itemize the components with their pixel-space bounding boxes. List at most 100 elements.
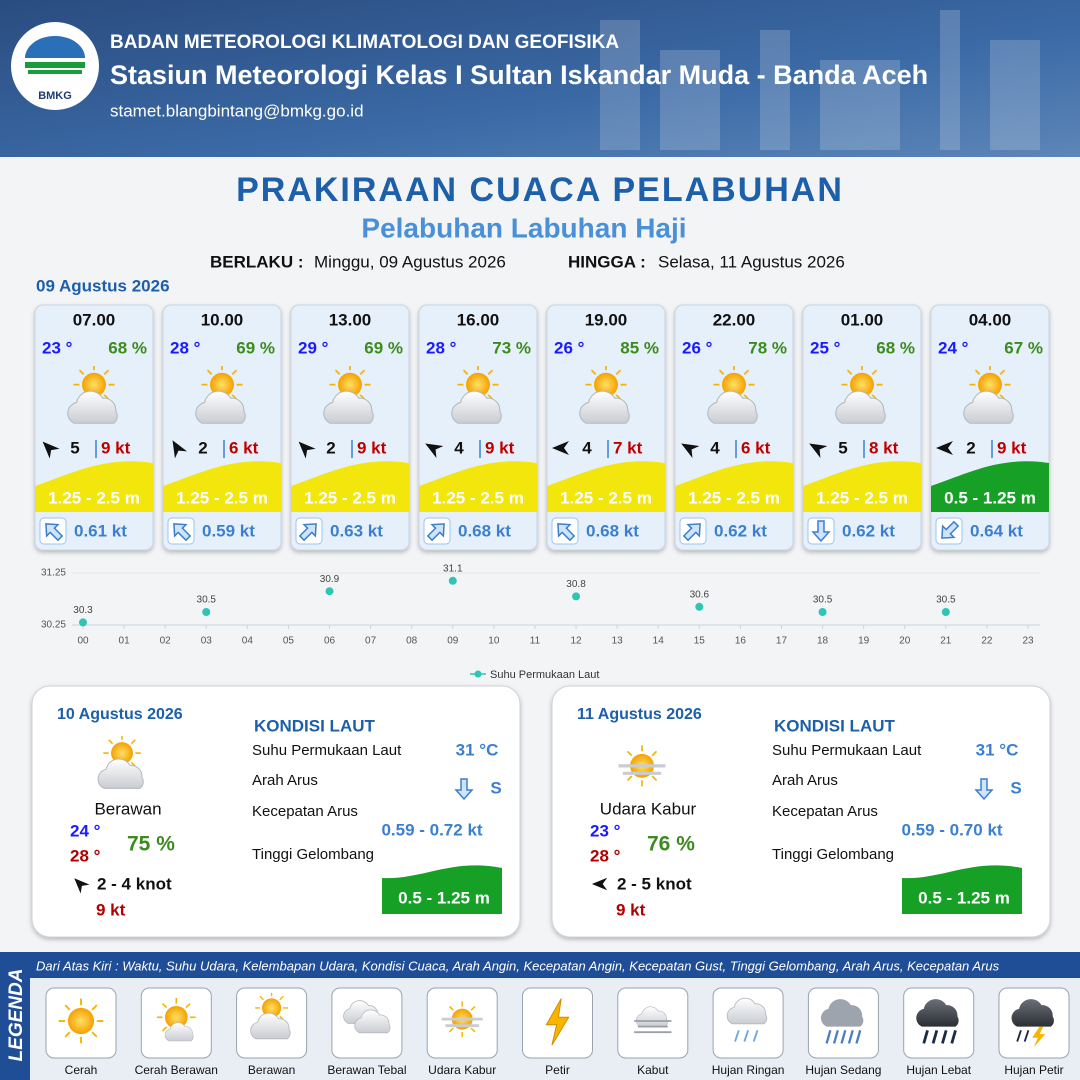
wind-range: 2 - 4 knot <box>97 874 172 893</box>
time: 04.00 <box>969 310 1012 329</box>
sea-label: Arah Arus <box>772 772 838 789</box>
sea-label: Tinggi Gelombang <box>252 846 374 863</box>
humidity: 69 % <box>236 338 275 357</box>
wind-speed: 2 <box>966 438 975 457</box>
valid-from-label: BERLAKU : <box>210 252 304 271</box>
point <box>79 618 87 627</box>
valid-from: Minggu, 09 Agustus 2026 <box>314 252 506 271</box>
header-decoration <box>600 10 1040 150</box>
air-temp: 25 ° <box>810 338 841 357</box>
wave-area <box>419 461 537 512</box>
current-speed: 0.59 - 0.70 kt <box>901 820 1002 839</box>
point <box>941 608 950 616</box>
current-speed: 0.68 kt <box>586 521 639 540</box>
day-date: 11 Agustus 2026 <box>577 706 702 723</box>
data-label: 31.1 <box>443 563 463 574</box>
wave-area <box>902 865 1022 914</box>
current-speed: 0.63 kt <box>330 521 383 540</box>
temp-min: 23 ° <box>590 821 621 840</box>
data-label: 30.5 <box>813 595 833 606</box>
legend-marker <box>474 670 482 678</box>
gust: 9 kt <box>616 900 646 919</box>
wave-area <box>675 461 793 512</box>
humidity: 67 % <box>1004 338 1043 357</box>
humidity: 85 % <box>620 338 659 357</box>
data-label: 30.5 <box>936 595 956 606</box>
temp-max: 28 ° <box>590 846 621 865</box>
current-arrow <box>454 778 474 801</box>
sea-label: Tinggi Gelombang <box>772 846 894 863</box>
direction-arrow <box>172 440 188 459</box>
time: 01.00 <box>841 310 884 329</box>
x-tick-label: 19 <box>858 636 870 647</box>
air-temp: 24 ° <box>938 338 969 357</box>
current-speed: 0.64 kt <box>970 521 1023 540</box>
wave-height: 1.25 - 2.5 m <box>176 488 268 507</box>
wave-area <box>931 461 1049 512</box>
y-tick-label: 30.25 <box>41 620 66 631</box>
gust: 9 kt <box>485 438 515 457</box>
wind-speed: 5 <box>70 438 79 457</box>
x-tick-label: 22 <box>981 636 993 647</box>
wave-area <box>803 461 921 512</box>
x-tick-label: 13 <box>612 636 624 647</box>
x-tick-label: 08 <box>406 636 418 647</box>
current-arrow <box>811 520 831 543</box>
header-banner <box>0 0 1080 157</box>
x-tick-label: 09 <box>447 636 459 647</box>
sea-title: KONDISI LAUT <box>254 716 376 735</box>
wave-height: 1.25 - 2.5 m <box>48 488 140 507</box>
legend-item-label: Berawan <box>248 1063 295 1077</box>
current-dir: S <box>1010 778 1021 797</box>
x-tick-label: 21 <box>940 636 952 647</box>
x-tick-label: 11 <box>530 636 541 647</box>
day-card <box>31 685 521 938</box>
x-tick-label: 10 <box>488 636 500 647</box>
humidity: 78 % <box>748 338 787 357</box>
direction-arrow <box>681 443 700 459</box>
data-label: 30.5 <box>197 595 217 606</box>
x-tick-label: 05 <box>283 636 295 647</box>
gust: 9 kt <box>96 900 126 919</box>
legend-item-label: Berawan Tebal <box>327 1063 406 1077</box>
x-tick-label: 23 <box>1022 636 1034 647</box>
wave-height: 1.25 - 2.5 m <box>816 488 908 507</box>
x-tick-label: 20 <box>899 636 911 647</box>
legend-item-label: Petir <box>545 1063 570 1077</box>
wave-area <box>382 865 502 914</box>
air-temp: 23 ° <box>42 338 73 357</box>
x-tick-label: 00 <box>77 636 89 647</box>
wave-area <box>163 461 281 512</box>
gust: 9 kt <box>997 438 1027 457</box>
x-tick-label: 15 <box>694 636 706 647</box>
time: 07.00 <box>73 310 116 329</box>
legend-label: Suhu Permukaan Laut <box>490 669 599 681</box>
current-arrow <box>974 778 994 801</box>
air-temp: 26 ° <box>682 338 713 357</box>
day-card <box>551 685 1051 938</box>
direction-arrow <box>552 441 569 455</box>
x-tick-label: 18 <box>817 636 829 647</box>
x-tick-label: 16 <box>735 636 747 647</box>
point <box>325 587 334 596</box>
x-tick-label: 12 <box>570 636 582 647</box>
x-tick-label: 17 <box>776 636 788 647</box>
current-arrow <box>557 523 576 542</box>
point <box>448 576 457 585</box>
gust: 9 kt <box>357 438 387 457</box>
direction-arrow <box>298 441 316 459</box>
direction-arrow <box>591 877 608 891</box>
humidity: 68 % <box>108 338 147 357</box>
time: 16.00 <box>457 310 500 329</box>
legend-item-label: Kabut <box>637 1063 669 1077</box>
time: 10.00 <box>201 310 244 329</box>
wind-speed: 2 <box>326 438 335 457</box>
current-arrow <box>173 523 192 542</box>
data-label: 30.3 <box>73 605 93 616</box>
wind-range: 2 - 5 knot <box>617 874 692 893</box>
gust: 7 kt <box>613 438 643 457</box>
point <box>695 602 704 611</box>
x-tick-label: 07 <box>365 636 377 647</box>
time: 13.00 <box>329 310 372 329</box>
